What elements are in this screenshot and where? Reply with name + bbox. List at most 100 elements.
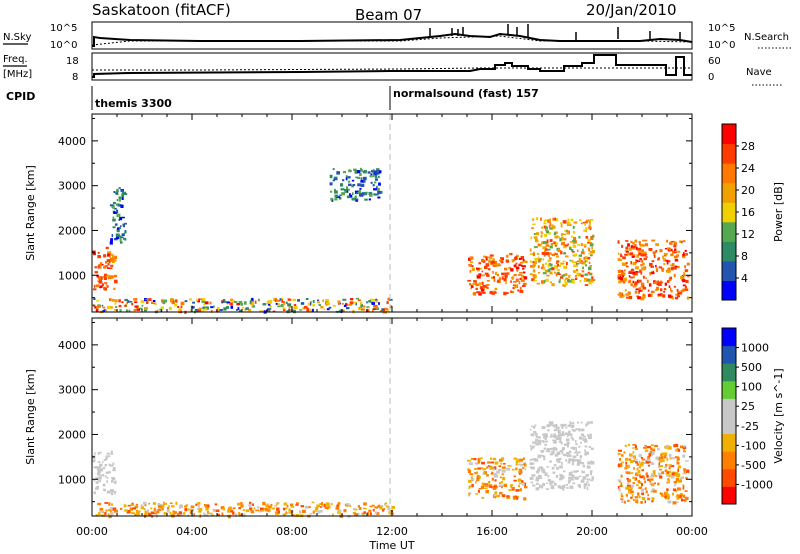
echo-cell <box>319 510 323 513</box>
echo-cell <box>647 458 651 462</box>
echo-cell <box>585 423 588 427</box>
echo-cell <box>556 437 560 441</box>
echo-cell <box>559 486 563 488</box>
echo-cell <box>146 509 149 513</box>
echo-cell <box>361 308 365 311</box>
echo-cell <box>102 310 105 312</box>
echo-cell <box>175 501 178 505</box>
echo-cell <box>580 433 585 436</box>
echo-cell <box>583 485 586 489</box>
echo-cell <box>353 168 357 171</box>
echo-cell <box>582 248 584 253</box>
echo-cell <box>202 306 206 310</box>
echo-cell <box>674 456 679 459</box>
power-x-ticks <box>91 114 693 312</box>
echo-cell <box>577 460 580 464</box>
echo-cell <box>516 459 520 463</box>
echo-cell <box>136 308 140 311</box>
y-tick-label: 3000 <box>58 384 86 397</box>
echo-cell <box>114 238 118 241</box>
echo-cell <box>634 290 638 294</box>
echo-cell <box>621 272 625 276</box>
echo-cell <box>523 497 527 501</box>
echo-cell <box>641 497 646 501</box>
echo-cell <box>554 436 558 439</box>
echo-cell <box>549 480 554 484</box>
echo-cell <box>673 480 678 484</box>
echo-cell <box>190 508 193 511</box>
echo-cell <box>226 301 230 304</box>
echo-cell <box>207 511 209 514</box>
echo-cell <box>104 287 107 291</box>
echo-cell <box>481 291 486 294</box>
echo-cell <box>468 263 472 267</box>
echo-cell <box>621 271 625 275</box>
echo-cell <box>544 435 549 438</box>
echo-cell <box>653 473 656 475</box>
echo-cell <box>374 174 378 179</box>
echo-cell <box>388 298 393 301</box>
echo-cell <box>337 300 341 304</box>
echo-cell <box>103 488 106 491</box>
echo-cell <box>110 238 113 242</box>
echo-cell <box>490 461 495 464</box>
echo-cell <box>567 479 571 483</box>
echo-cell <box>580 428 585 432</box>
echo-cell <box>178 307 182 311</box>
echo-cell <box>211 514 215 517</box>
echo-cell <box>579 280 582 283</box>
echo-cell <box>120 204 124 208</box>
echo-cell <box>510 280 512 283</box>
echo-cell <box>494 491 498 495</box>
echo-cell <box>520 488 522 492</box>
noise-tick-low-right: 10^0 <box>708 40 735 51</box>
echo-cell <box>513 274 517 277</box>
echo-cell <box>521 274 524 278</box>
echo-cell <box>675 477 680 481</box>
echo-cell <box>245 307 249 310</box>
echo-cell <box>106 285 109 288</box>
echo-cell <box>269 308 272 310</box>
echo-cell <box>106 490 111 494</box>
echo-cell <box>96 306 99 310</box>
echo-cell <box>98 263 102 267</box>
echo-cell <box>589 228 592 231</box>
echo-cell <box>569 247 572 250</box>
echo-cell <box>673 484 677 487</box>
echo-cell <box>207 504 210 508</box>
echo-cell <box>573 459 578 462</box>
echo-cell <box>519 290 524 293</box>
echo-cell <box>650 490 653 493</box>
echo-cell <box>630 490 634 493</box>
echo-cell <box>645 460 650 464</box>
echo-cell <box>491 486 494 489</box>
echo-cell <box>513 285 517 289</box>
echo-cell <box>507 272 510 275</box>
x-tick-label: 00:00 <box>676 525 708 538</box>
echo-cell <box>177 306 180 308</box>
echo-cell <box>628 275 631 278</box>
echo-cell <box>551 225 556 229</box>
echo-cell <box>572 264 577 267</box>
echo-cell <box>110 275 114 279</box>
echo-cell <box>565 484 568 486</box>
echo-cell <box>640 249 644 253</box>
echo-cell <box>309 302 312 306</box>
echo-cell <box>283 302 285 306</box>
echo-cell <box>110 489 114 493</box>
echo-cell <box>325 303 328 306</box>
echo-cell <box>470 287 472 290</box>
echo-cell <box>489 465 492 468</box>
echo-cell <box>565 255 569 258</box>
echo-cell <box>552 439 556 442</box>
echo-cell <box>321 504 326 508</box>
colorbar-segment <box>722 241 736 262</box>
echo-cell <box>659 459 663 463</box>
echo-cell <box>673 273 676 278</box>
echo-cell <box>105 455 108 459</box>
echo-cell <box>103 265 107 269</box>
echo-cell <box>545 230 549 234</box>
echo-cell <box>347 180 351 183</box>
echo-cell <box>538 258 542 262</box>
